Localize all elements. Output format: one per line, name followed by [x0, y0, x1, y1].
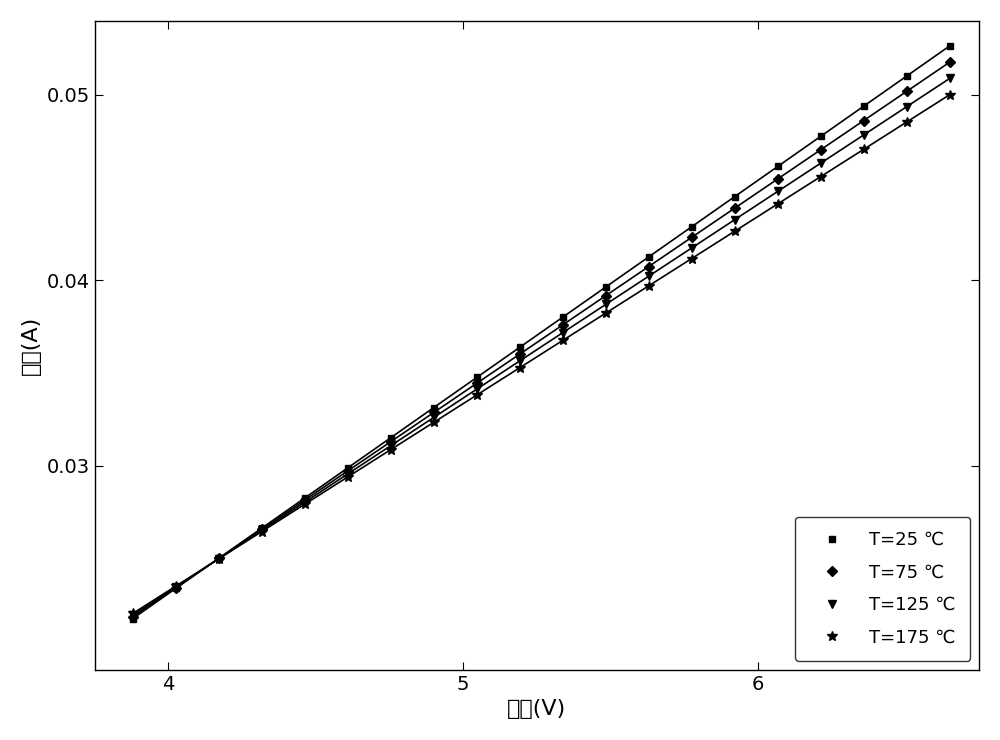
T=25 ℃	[686, 222, 698, 231]
T=25 ℃	[256, 524, 268, 533]
T=75 ℃	[557, 320, 569, 329]
T=125 ℃	[299, 498, 311, 507]
T=75 ℃	[729, 204, 741, 212]
T=25 ℃	[858, 101, 870, 110]
X-axis label: 电压(V): 电压(V)	[507, 699, 566, 719]
T=25 ℃	[600, 283, 612, 292]
T=175 ℃	[600, 309, 612, 317]
T=25 ℃	[127, 614, 139, 623]
T=125 ℃	[729, 215, 741, 224]
T=125 ℃	[471, 385, 483, 394]
T=125 ℃	[213, 554, 225, 563]
T=175 ℃	[858, 145, 870, 154]
T=25 ℃	[213, 554, 225, 562]
T=75 ℃	[772, 175, 784, 184]
T=175 ℃	[213, 554, 225, 563]
T=175 ℃	[471, 391, 483, 400]
T=125 ℃	[901, 102, 913, 111]
T=125 ℃	[600, 300, 612, 309]
T=125 ℃	[514, 357, 526, 366]
T=175 ℃	[514, 363, 526, 372]
Line: T=25 ℃: T=25 ℃	[129, 42, 953, 622]
T=75 ℃	[600, 292, 612, 300]
T=125 ℃	[643, 272, 655, 280]
T=25 ℃	[901, 72, 913, 81]
T=175 ℃	[901, 118, 913, 127]
T=75 ℃	[299, 496, 311, 505]
T=175 ℃	[944, 90, 956, 99]
T=175 ℃	[643, 281, 655, 290]
T=75 ℃	[385, 437, 397, 446]
T=175 ℃	[385, 445, 397, 454]
T=25 ℃	[557, 313, 569, 322]
T=75 ℃	[428, 408, 440, 417]
T=175 ℃	[729, 226, 741, 235]
T=175 ℃	[428, 418, 440, 427]
T=125 ℃	[256, 526, 268, 535]
T=75 ℃	[342, 466, 354, 475]
T=25 ℃	[514, 343, 526, 352]
Line: T=125 ℃: T=125 ℃	[129, 74, 954, 619]
T=175 ℃	[342, 472, 354, 481]
T=25 ℃	[385, 434, 397, 443]
T=75 ℃	[944, 58, 956, 67]
T=25 ℃	[428, 403, 440, 412]
T=25 ℃	[944, 41, 956, 50]
T=25 ℃	[815, 132, 827, 141]
T=175 ℃	[256, 527, 268, 536]
Y-axis label: 电流(A): 电流(A)	[21, 316, 41, 375]
T=75 ℃	[514, 350, 526, 359]
T=75 ℃	[901, 87, 913, 95]
T=125 ℃	[385, 441, 397, 450]
T=75 ℃	[213, 554, 225, 563]
T=25 ℃	[471, 373, 483, 382]
T=125 ℃	[342, 469, 354, 478]
T=175 ℃	[772, 200, 784, 209]
T=175 ℃	[815, 172, 827, 181]
Line: T=175 ℃: T=175 ℃	[128, 90, 955, 619]
T=75 ℃	[815, 145, 827, 154]
T=175 ℃	[557, 336, 569, 345]
T=125 ℃	[170, 582, 182, 591]
T=175 ℃	[299, 500, 311, 508]
T=125 ℃	[772, 187, 784, 196]
T=125 ℃	[127, 610, 139, 619]
T=125 ℃	[858, 130, 870, 139]
T=175 ℃	[686, 254, 698, 263]
T=75 ℃	[256, 525, 268, 534]
T=25 ℃	[772, 162, 784, 171]
T=75 ℃	[686, 233, 698, 242]
T=75 ℃	[471, 379, 483, 388]
T=175 ℃	[170, 582, 182, 591]
T=75 ℃	[170, 583, 182, 592]
Line: T=75 ℃: T=75 ℃	[129, 58, 953, 620]
T=125 ℃	[815, 159, 827, 168]
T=75 ℃	[643, 262, 655, 271]
T=25 ℃	[643, 252, 655, 261]
T=125 ℃	[944, 74, 956, 83]
T=125 ℃	[557, 329, 569, 337]
Legend: T=25 ℃, T=75 ℃, T=125 ℃, T=175 ℃: T=25 ℃, T=75 ℃, T=125 ℃, T=175 ℃	[795, 517, 970, 661]
T=125 ℃	[428, 413, 440, 422]
T=25 ℃	[342, 463, 354, 472]
T=125 ℃	[686, 243, 698, 252]
T=25 ℃	[299, 494, 311, 502]
T=25 ℃	[729, 192, 741, 201]
T=75 ℃	[127, 613, 139, 622]
T=25 ℃	[170, 584, 182, 593]
T=75 ℃	[858, 116, 870, 125]
T=175 ℃	[127, 609, 139, 618]
